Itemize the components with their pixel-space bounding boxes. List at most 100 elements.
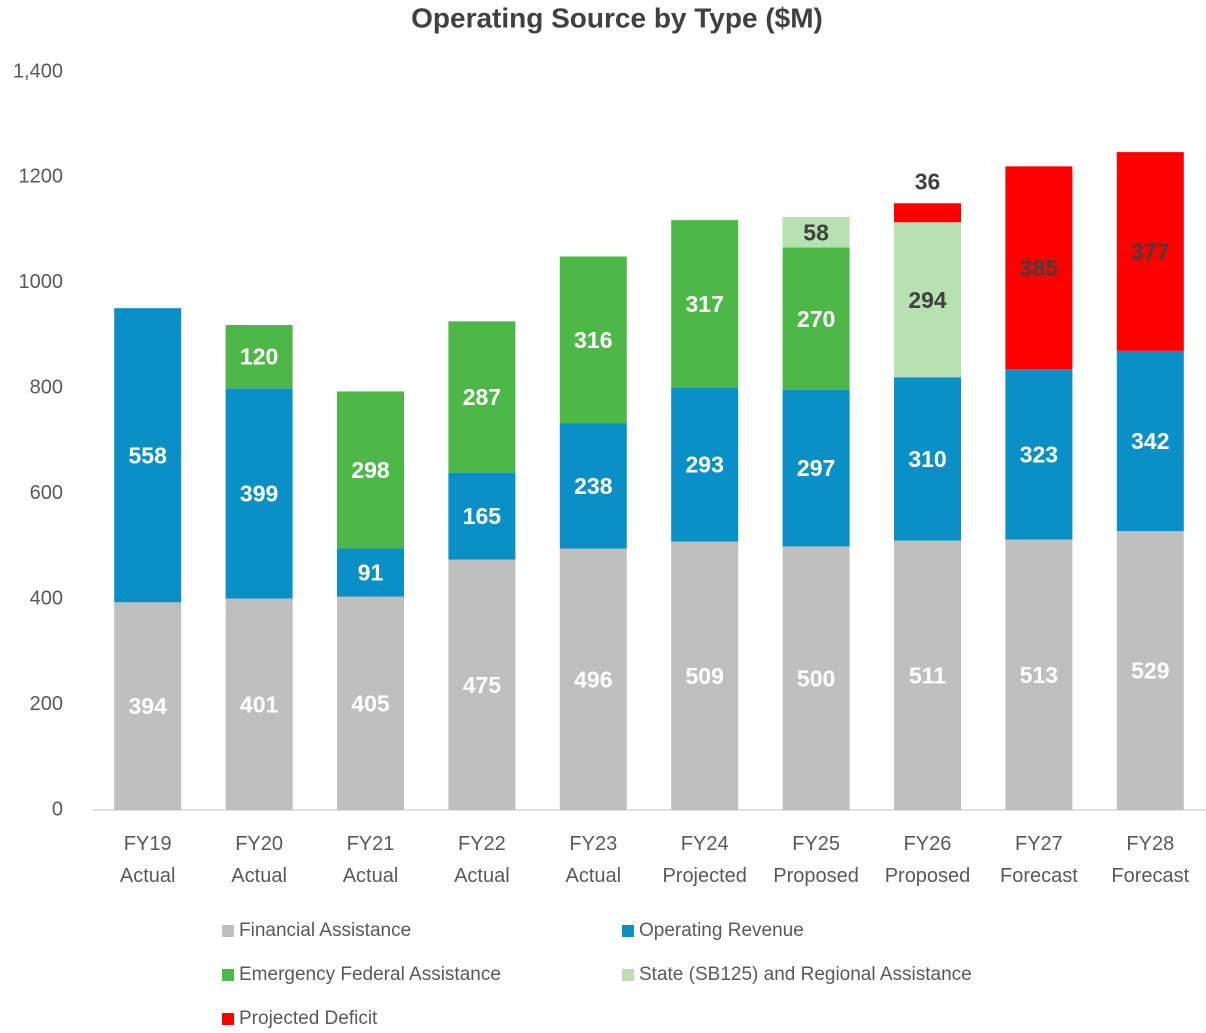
data-label: 377 [1131, 239, 1169, 265]
bar-segment [894, 222, 961, 378]
x-tick-line: Actual [454, 865, 510, 887]
chart-title: Operating Source by Type ($M) [411, 2, 823, 33]
x-tick-line: Actual [566, 865, 622, 887]
data-label: 238 [574, 473, 613, 499]
x-tick-label: FY22 Actual [454, 833, 510, 887]
data-label: 401 [240, 691, 279, 717]
bar-segment [225, 598, 293, 810]
x-tick-line: FY27 [1015, 833, 1063, 855]
legend-label: Operating Revenue [639, 920, 804, 941]
data-label: 294 [908, 287, 947, 313]
data-label: 323 [1020, 442, 1058, 468]
x-tick-label: FY20 Actual [231, 833, 287, 887]
bar-segment [559, 256, 627, 424]
x-tick-line: Actual [231, 865, 287, 887]
x-tick-line: FY21 [347, 833, 395, 855]
bar-segment [1116, 350, 1184, 532]
legend-swatch [222, 969, 234, 981]
data-label: 500 [797, 665, 835, 691]
x-tick-line: FY23 [569, 833, 617, 855]
data-label: 165 [463, 503, 502, 529]
bar-segment [894, 377, 961, 541]
x-tick-line: Forecast [1111, 865, 1189, 887]
data-label: 475 [463, 672, 502, 698]
bar-segment [894, 540, 961, 810]
data-label: 496 [574, 666, 612, 692]
bar-segment [337, 596, 404, 810]
bar-segment [225, 388, 293, 599]
bar-segment [1116, 531, 1184, 810]
x-tick-label: FY24 Projected [662, 833, 747, 887]
data-label: 120 [240, 344, 278, 370]
data-label: 36 [915, 168, 941, 194]
bar-segment [782, 216, 850, 248]
bar-segment [114, 308, 182, 603]
bar-segment [782, 546, 850, 810]
legend-swatch [222, 1013, 234, 1025]
data-label: 399 [240, 481, 278, 507]
legend-swatch [622, 969, 634, 981]
y-tick-label: 0 [52, 798, 63, 820]
x-tick-label: FY25 Proposed [773, 833, 859, 887]
data-label: 298 [351, 457, 390, 483]
data-label: 558 [129, 442, 168, 468]
data-label: 58 [803, 219, 829, 245]
x-tick-line: FY22 [458, 833, 506, 855]
x-tick-line: Actual [343, 865, 399, 887]
data-label: 91 [358, 560, 384, 586]
x-tick-line: Proposed [885, 865, 971, 887]
bar-segment [894, 203, 961, 223]
x-tick-line: FY24 [681, 833, 729, 855]
x-tick-label: FY21 Actual [343, 833, 399, 887]
x-tick-label: FY28 Forecast [1111, 833, 1189, 887]
bar-segment [448, 472, 516, 560]
data-label: 310 [908, 446, 946, 472]
legend-label: Projected Deficit [239, 1008, 378, 1029]
data-label: 405 [351, 690, 390, 716]
data-label: 287 [463, 384, 501, 410]
x-tick-line: Projected [662, 865, 747, 887]
data-label: 342 [1131, 428, 1169, 454]
data-label: 293 [686, 452, 724, 478]
bar-segment [337, 391, 404, 549]
data-label: 511 [909, 662, 946, 688]
bar-segment [1005, 166, 1073, 370]
x-tick-line: FY28 [1126, 833, 1174, 855]
x-tick-line: Forecast [1000, 865, 1078, 887]
legend-swatch [222, 925, 234, 937]
data-label: 394 [129, 693, 168, 719]
data-label: 509 [686, 663, 724, 689]
y-tick-label: 800 [30, 377, 63, 399]
x-tick-line: FY26 [904, 833, 952, 855]
data-label: 316 [574, 327, 612, 353]
bar-segment [671, 541, 739, 810]
legend-label: Emergency Federal Assistance [239, 964, 501, 985]
x-tick-label: FY27 Forecast [1000, 833, 1078, 887]
legend-label: Financial Assistance [239, 920, 411, 941]
bar-segment [559, 423, 627, 549]
data-label: 529 [1131, 658, 1169, 684]
y-tick-label: 400 [30, 587, 63, 609]
legend-label: State (SB125) and Regional Assistance [639, 964, 972, 985]
y-tick-label: 1200 [19, 166, 64, 188]
data-label: 270 [797, 306, 835, 332]
bar-segment [559, 548, 627, 810]
bar-segment [448, 559, 516, 810]
bar-segment [114, 602, 182, 810]
data-label: 513 [1020, 662, 1058, 688]
data-label: 317 [686, 291, 724, 317]
data-label: 297 [797, 455, 835, 481]
bar-segment [448, 321, 516, 473]
y-tick-label: 1000 [19, 271, 64, 293]
bar-segment [782, 247, 850, 390]
x-tick-label: FY26 Proposed [885, 833, 971, 887]
y-tick-label: 1,400 [13, 60, 63, 82]
legend-swatch [622, 925, 634, 937]
bar-segment [1116, 152, 1184, 351]
y-tick-label: 200 [30, 693, 63, 715]
bar-segment [782, 389, 850, 547]
bar-segment [337, 548, 404, 597]
bar-segment [671, 220, 739, 388]
x-tick-line: Actual [120, 865, 176, 887]
